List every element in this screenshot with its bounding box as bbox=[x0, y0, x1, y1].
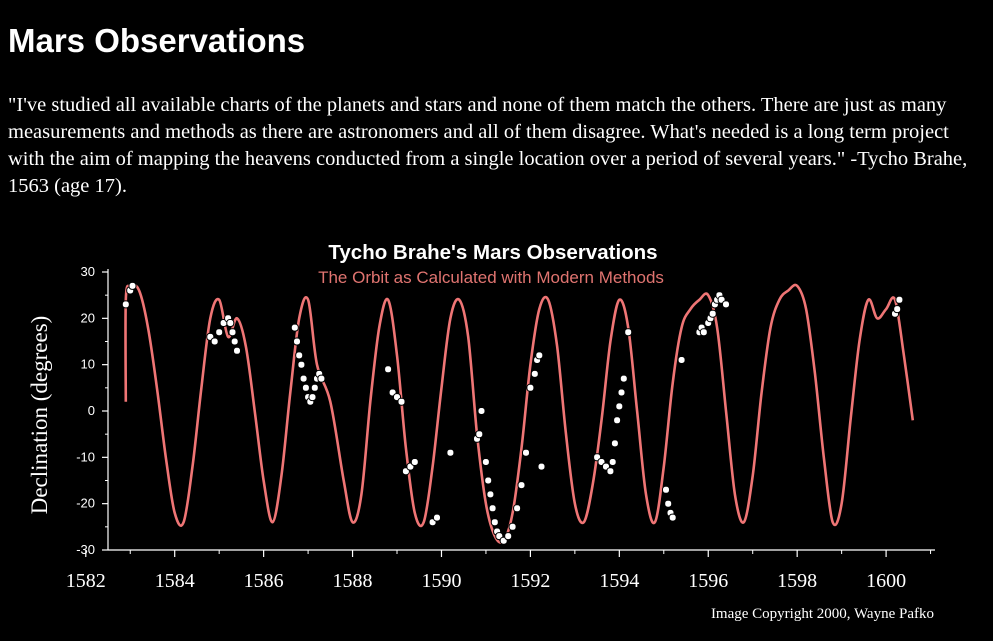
observation-point bbox=[481, 458, 490, 466]
observation-point bbox=[384, 365, 393, 374]
observation-point bbox=[615, 402, 624, 411]
observation-point bbox=[513, 504, 522, 513]
quote-paragraph: "I've studied all available charts of th… bbox=[8, 94, 968, 197]
observation-point bbox=[293, 337, 301, 346]
x-tick-label: 1594 bbox=[599, 570, 639, 592]
chart-subtitle: The Orbit as Calculated with Modern Meth… bbox=[318, 268, 664, 287]
observation-point bbox=[722, 300, 730, 309]
observation-point bbox=[508, 522, 517, 531]
observation-point bbox=[488, 504, 497, 513]
observation-point bbox=[490, 518, 499, 527]
observation-point bbox=[121, 300, 130, 309]
y-axis: 30 20 10 0 -10 -20 -30 bbox=[76, 264, 109, 557]
x-tick-label: 1596 bbox=[688, 570, 728, 592]
observation-point bbox=[290, 323, 299, 332]
observation-point bbox=[617, 388, 626, 397]
observation-point bbox=[215, 328, 224, 337]
observation-point bbox=[295, 351, 304, 360]
observation-point bbox=[486, 490, 495, 499]
observation-point bbox=[708, 309, 717, 318]
y-tick-label: 0 bbox=[88, 403, 95, 418]
observation-point bbox=[662, 485, 670, 494]
observation-point bbox=[664, 499, 673, 508]
observation-point bbox=[624, 328, 633, 337]
x-tick-label: 1592 bbox=[510, 570, 550, 592]
page-title: Mars Observations bbox=[8, 22, 306, 59]
observation-point bbox=[699, 328, 708, 337]
y-tick-label: -10 bbox=[76, 449, 95, 464]
observation-point bbox=[504, 532, 513, 541]
observation-point bbox=[522, 448, 530, 457]
x-tick-label: 1590 bbox=[421, 570, 461, 592]
x-tick-label: 1598 bbox=[777, 570, 817, 592]
observation-point bbox=[893, 305, 902, 314]
x-tick-label: 1584 bbox=[155, 570, 195, 592]
observation-point bbox=[610, 439, 619, 448]
observation-point bbox=[230, 337, 239, 346]
observation-point bbox=[299, 374, 308, 383]
observation-point bbox=[606, 467, 615, 476]
observation-point bbox=[608, 458, 617, 466]
observation-point bbox=[310, 383, 319, 392]
y-tick-label: 30 bbox=[81, 264, 95, 279]
observation-point bbox=[484, 476, 493, 485]
chart-title: Tycho Brahe's Mars Observations bbox=[328, 241, 657, 264]
observation-point bbox=[477, 407, 486, 415]
x-tick-label: 1600 bbox=[866, 570, 906, 592]
observation-point bbox=[128, 281, 137, 290]
observation-point bbox=[301, 383, 310, 392]
declination-chart: Tycho Brahe's Mars Observations The Orbi… bbox=[27, 241, 935, 622]
observation-point bbox=[537, 462, 546, 471]
observation-point bbox=[433, 513, 441, 522]
observation-point bbox=[226, 319, 235, 327]
observation-point bbox=[668, 513, 677, 522]
x-tick-label: 1582 bbox=[66, 570, 106, 592]
observation-point bbox=[397, 397, 406, 406]
observation-point bbox=[517, 481, 526, 490]
y-tick-label: 10 bbox=[81, 357, 95, 372]
observation-point bbox=[233, 346, 241, 355]
chart-credit: Image Copyright 2000, Wayne Pafko bbox=[711, 606, 934, 622]
plot-area bbox=[121, 281, 915, 545]
observation-point bbox=[228, 328, 237, 337]
x-axis: 1582 1584 1586 1588 1590 1592 1594 1596 1598 1600 bbox=[66, 549, 935, 592]
y-tick-label: -20 bbox=[76, 496, 95, 511]
observation-point bbox=[677, 356, 686, 364]
y-tick-label: -30 bbox=[76, 542, 95, 557]
observation-point bbox=[526, 383, 535, 392]
observation-point bbox=[446, 448, 455, 457]
observation-point bbox=[210, 337, 219, 346]
observation-point bbox=[613, 416, 622, 425]
y-axis-label: Declination (degrees) bbox=[27, 316, 52, 515]
observation-point bbox=[308, 393, 317, 402]
observation-point bbox=[475, 430, 484, 439]
observation-point bbox=[895, 295, 904, 304]
observation-point bbox=[530, 369, 539, 378]
x-tick-label: 1588 bbox=[333, 570, 373, 592]
observation-point bbox=[619, 374, 628, 383]
orbit-line bbox=[124, 283, 915, 544]
observation-point bbox=[297, 360, 306, 369]
observation-point bbox=[410, 458, 419, 466]
y-tick-label: 20 bbox=[81, 310, 95, 325]
x-tick-label: 1586 bbox=[244, 570, 284, 592]
observation-point bbox=[535, 351, 544, 360]
observation-point bbox=[317, 374, 326, 383]
